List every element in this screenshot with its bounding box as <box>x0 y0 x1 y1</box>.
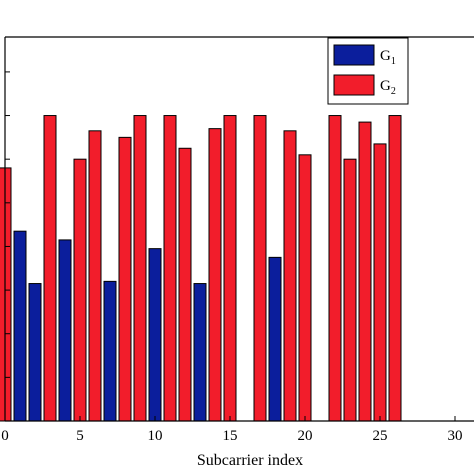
x-tick-label: 10 <box>148 428 163 444</box>
bar-series-2-point-6 <box>163 115 177 422</box>
bar-series-2-point-14 <box>343 158 357 422</box>
x-tick-label: 20 <box>298 428 313 444</box>
bar-series-2-point-13 <box>328 115 342 422</box>
bar-series-1-point-1 <box>28 283 42 422</box>
legend-swatch-series-1 <box>333 44 375 66</box>
bar-series-2-point-9 <box>223 115 237 422</box>
bar-series-2-point-11 <box>283 130 297 422</box>
bar-series-2-point-17 <box>388 115 402 422</box>
bar-series-1-point-4 <box>103 280 117 422</box>
x-tick-label: 5 <box>76 428 84 444</box>
x-tick-label: 25 <box>373 428 388 444</box>
bar-series-2-point-5 <box>133 115 147 422</box>
bar-series-2-point-7 <box>178 147 192 422</box>
bar-series-2-point-12 <box>298 154 312 422</box>
axes-layer: 0 5 10 15 20 25 30 <box>1 36 474 444</box>
bar-series-2-point-8 <box>208 128 222 422</box>
x-tick-label: 0 <box>1 428 9 444</box>
bar-series-1-point-11 <box>268 256 282 422</box>
bar-series-2-point-2 <box>73 158 87 422</box>
bar-series-2-point-15 <box>358 121 372 422</box>
bar-series-2-point-16 <box>373 143 387 422</box>
bar-series-2-point-4 <box>118 136 132 422</box>
x-tick-label: 15 <box>223 428 238 444</box>
x-axis-label: Subcarrier index <box>197 452 303 469</box>
bar-series-2-point-3 <box>88 130 102 422</box>
bar-series-1-point-0 <box>13 230 27 422</box>
legend-swatch-series-2 <box>333 74 375 96</box>
x-tick-label: 30 <box>448 428 463 444</box>
bar-series-2-point-1 <box>43 115 57 422</box>
bar-series-1-point-8 <box>193 283 207 422</box>
bar-series-1-point-2 <box>58 239 72 422</box>
bar-series-2-point-10 <box>253 115 267 422</box>
bar-series-1-point-6 <box>148 248 162 422</box>
